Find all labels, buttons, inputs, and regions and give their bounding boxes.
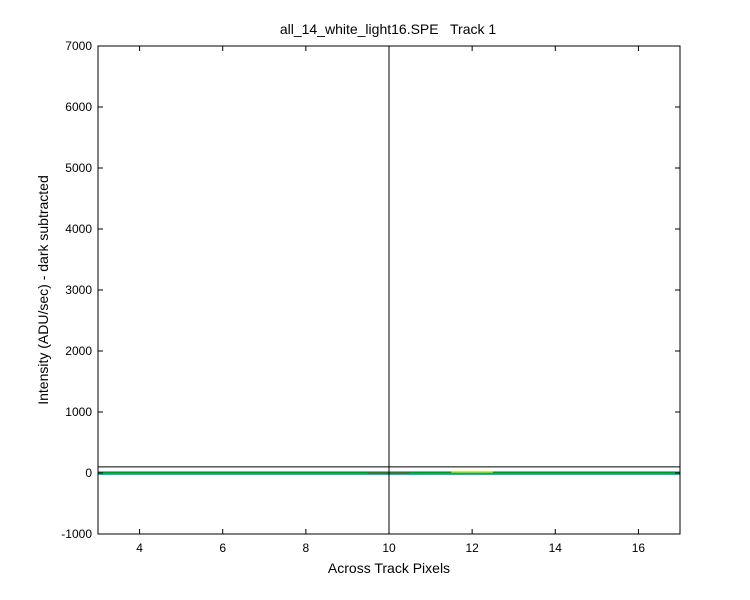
y-tick-label: 1000 [65,405,92,419]
y-tick-label: 5000 [65,161,92,175]
x-tick-label: 6 [219,541,226,555]
y-axis: -1000 0 1000 2000 3000 4000 5000 6000 7000 [61,39,680,541]
y-tick-label: 2000 [65,344,92,358]
x-tick-label: 10 [382,541,396,555]
y-tick-label: -1000 [61,527,92,541]
y-tick-label: 0 [85,466,92,480]
chart-title: all_14_white_light16.SPE Track 1 [280,21,497,37]
x-axis-label: Across Track Pixels [328,560,450,576]
x-tick-label: 4 [136,541,143,555]
x-tick-label: 16 [632,541,646,555]
y-tick-label: 6000 [65,100,92,114]
y-tick-label: 4000 [65,222,92,236]
y-axis-label: Intensity (ADU/sec) - dark subtracted [35,175,51,405]
x-tick-label: 14 [549,541,563,555]
x-tick-label: 12 [465,541,479,555]
y-tick-label: 3000 [65,283,92,297]
x-axis: 4 6 8 10 12 14 16 [136,46,645,555]
x-tick-label: 8 [303,541,310,555]
reference-lines [98,46,680,534]
y-tick-label: 7000 [65,39,92,53]
